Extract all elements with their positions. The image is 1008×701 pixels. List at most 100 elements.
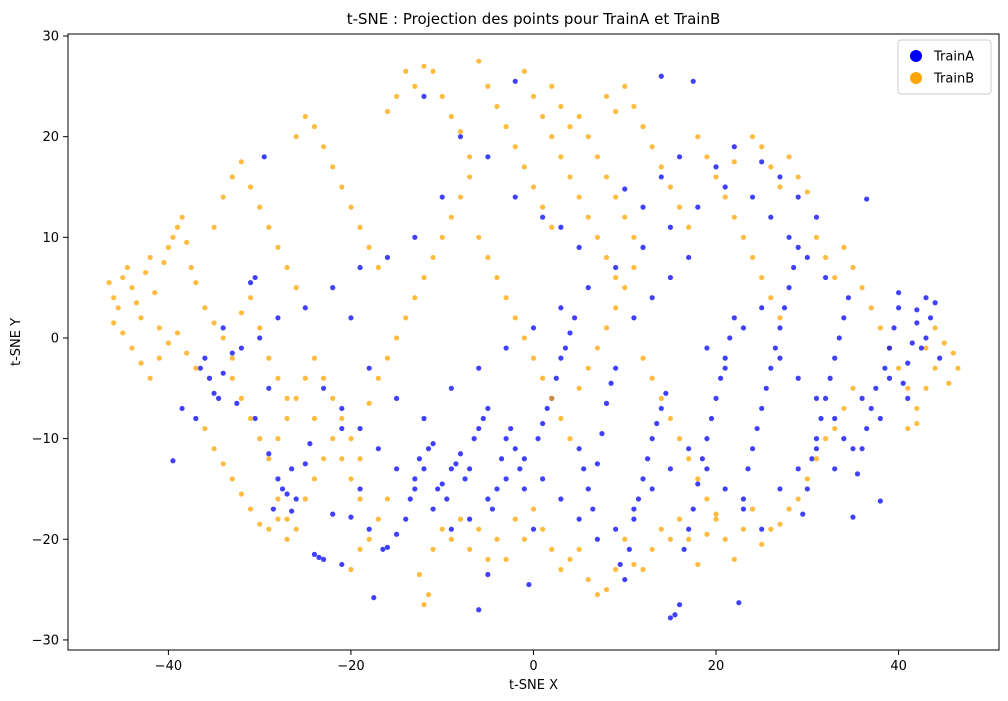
point-traina: [384, 544, 391, 550]
point-traina: [567, 330, 573, 336]
point-traina: [503, 436, 509, 442]
point-trainb: [667, 415, 674, 422]
point-traina: [786, 285, 792, 291]
points-layer: [106, 58, 961, 621]
point-trainb: [640, 566, 646, 573]
point-trainb: [120, 274, 126, 281]
point-traina: [480, 415, 486, 422]
point-traina: [476, 365, 482, 371]
point-traina: [357, 264, 363, 271]
legend-marker-trainb: [910, 72, 922, 84]
point-traina: [841, 315, 847, 321]
point-traina: [380, 546, 386, 552]
point-trainb: [375, 516, 381, 522]
point-trainb: [895, 365, 902, 371]
point-traina: [498, 456, 505, 462]
point-traina: [252, 415, 258, 422]
point-traina: [781, 305, 788, 311]
point-trainb: [188, 264, 194, 271]
point-traina: [722, 365, 728, 371]
point-traina: [895, 305, 902, 311]
legend-marker-traina: [910, 50, 922, 62]
point-trainb: [521, 68, 527, 74]
point-trainb: [832, 274, 838, 281]
y-tick-label: 30: [42, 30, 59, 45]
point-trainb: [667, 184, 674, 190]
point-trainb: [567, 436, 573, 442]
point-trainb: [768, 164, 774, 170]
point-trainb: [713, 511, 719, 517]
point-traina: [877, 415, 883, 422]
point-trainb: [613, 108, 619, 115]
point-trainb: [184, 239, 190, 245]
point-traina: [886, 375, 893, 381]
point-trainb: [786, 506, 792, 512]
point-trainb: [284, 415, 290, 422]
x-tick-label: 40: [890, 659, 907, 674]
point-traina: [713, 164, 719, 170]
point-traina: [448, 466, 454, 472]
point-traina: [704, 345, 710, 351]
point-trainb: [603, 254, 610, 261]
point-trainb: [549, 546, 555, 552]
point-trainb: [585, 576, 591, 583]
point-traina: [731, 144, 737, 150]
point-traina: [302, 305, 308, 311]
point-traina: [307, 441, 313, 447]
point-traina: [316, 554, 322, 560]
point-trainb: [640, 355, 646, 361]
point-traina: [393, 531, 400, 537]
point-traina: [622, 186, 628, 192]
point-traina: [804, 486, 810, 492]
point-traina: [558, 305, 564, 311]
point-trainb: [631, 234, 637, 240]
point-traina: [393, 395, 400, 401]
point-traina: [832, 355, 838, 361]
point-traina: [759, 305, 765, 311]
point-trainb: [749, 134, 756, 140]
point-traina: [850, 446, 856, 452]
point-traina: [631, 315, 637, 321]
point-traina: [658, 73, 664, 79]
point-traina: [594, 536, 600, 542]
point-traina: [581, 466, 587, 472]
point-trainb: [585, 365, 591, 371]
point-trainb: [238, 310, 245, 316]
point-traina: [485, 405, 491, 412]
plot-frame: [67, 33, 1000, 651]
point-trainb: [174, 224, 181, 230]
point-trainb: [594, 345, 600, 351]
legend: TrainA TrainB: [897, 39, 992, 95]
point-traina: [421, 466, 427, 472]
point-trainb: [430, 68, 436, 74]
point-trainb: [302, 496, 308, 502]
y-tick-label: −30: [32, 633, 59, 648]
point-traina: [521, 486, 527, 492]
point-traina: [613, 365, 619, 371]
point-trainb: [421, 274, 427, 281]
point-trainb: [266, 456, 272, 462]
point-trainb: [485, 83, 491, 89]
point-traina: [357, 425, 363, 432]
point-trainb: [850, 385, 856, 391]
point-traina: [439, 194, 445, 200]
point-traina: [832, 415, 838, 422]
point-trainb: [503, 124, 509, 130]
point-trainb: [284, 516, 290, 522]
point-trainb: [179, 214, 185, 220]
point-trainb: [613, 274, 619, 281]
point-trainb: [622, 285, 628, 291]
point-trainb: [393, 335, 400, 341]
point-trainb: [603, 174, 610, 180]
y-tick-label: 20: [42, 130, 59, 145]
point-trainb: [713, 174, 719, 180]
point-traina: [891, 325, 897, 331]
point-trainb: [211, 224, 217, 230]
point-traina: [608, 380, 614, 386]
point-trainb: [804, 189, 810, 195]
point-traina: [603, 400, 610, 406]
point-trainb: [686, 536, 692, 542]
point-traina: [804, 254, 810, 261]
point-traina: [503, 345, 509, 351]
point-traina: [252, 274, 258, 281]
